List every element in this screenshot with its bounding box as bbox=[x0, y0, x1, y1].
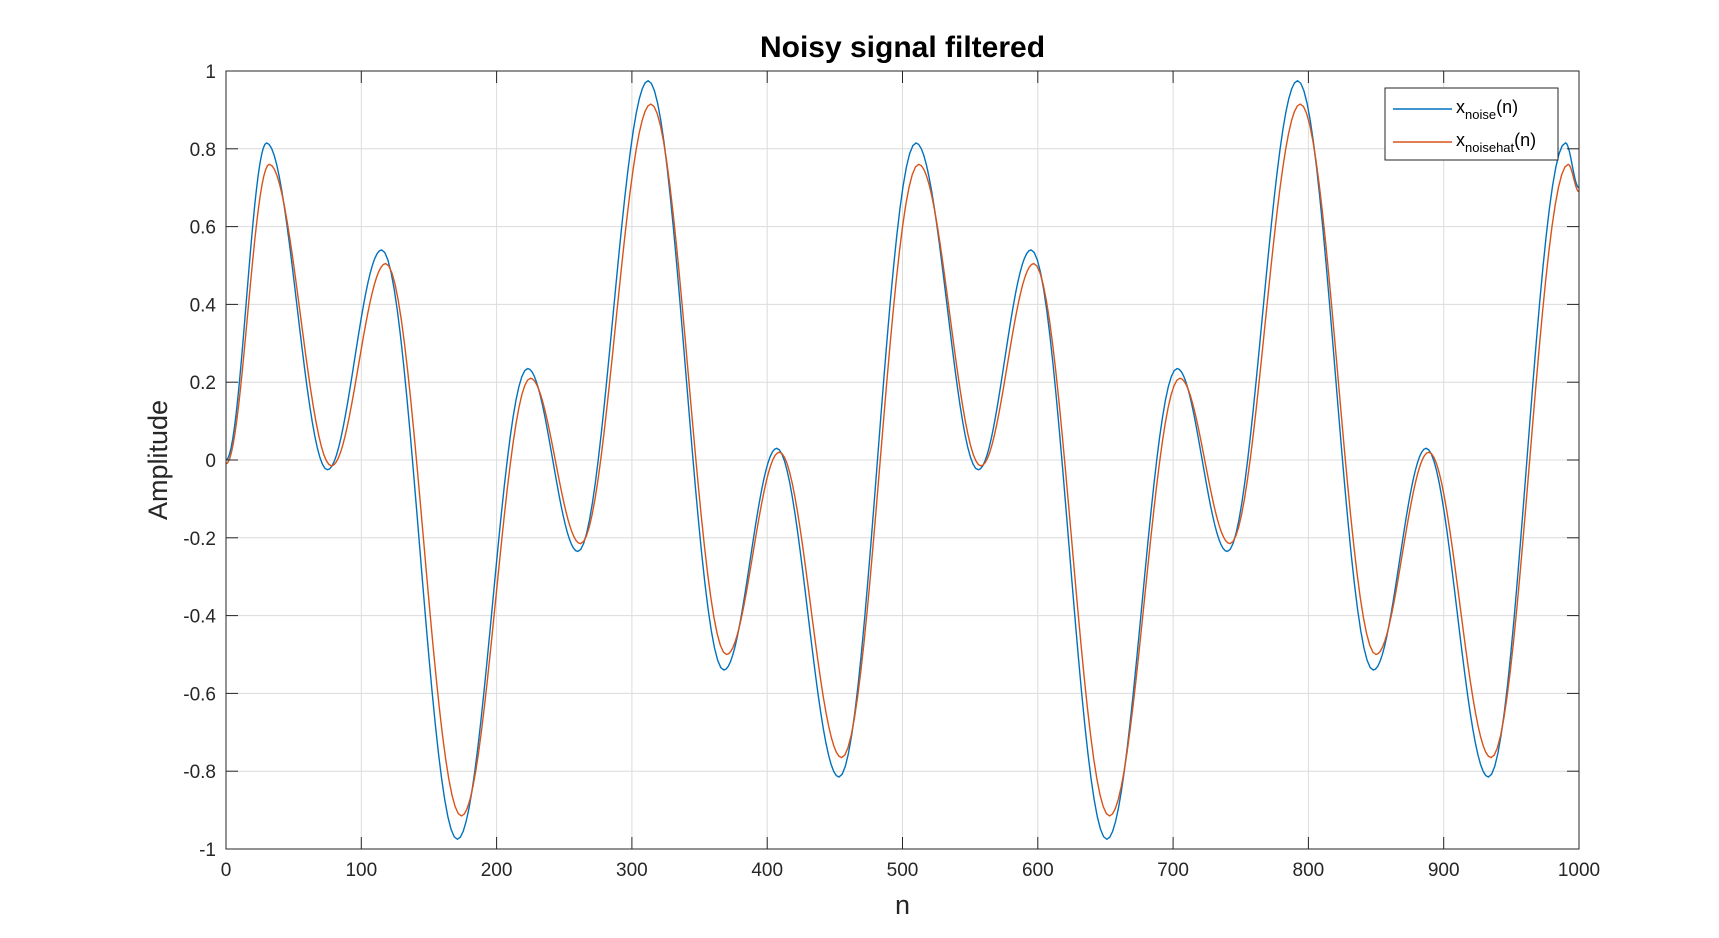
legend: xnoise(n) xnoisehat(n) bbox=[1384, 87, 1559, 161]
x-tick-label: 500 bbox=[887, 860, 919, 881]
y-tick-label: 0.4 bbox=[190, 295, 217, 316]
chart-title: Noisy signal filtered bbox=[760, 31, 1045, 64]
y-axis-label: Amplitude bbox=[143, 400, 173, 520]
series-lines bbox=[225, 79, 1580, 841]
legend-box bbox=[1384, 87, 1559, 161]
y-tick-label: 1 bbox=[205, 62, 216, 83]
y-tick-label: -0.2 bbox=[183, 529, 216, 550]
x-tick-label: 0 bbox=[221, 860, 232, 881]
y-tick-label: -0.4 bbox=[183, 607, 216, 628]
x-tick-label: 200 bbox=[481, 860, 513, 881]
x-tick-label: 300 bbox=[616, 860, 648, 881]
x-tick-label: 600 bbox=[1022, 860, 1054, 881]
x-tick-label: 400 bbox=[751, 860, 783, 881]
y-tick-label: 0.6 bbox=[190, 218, 216, 239]
x-tick-label: 800 bbox=[1293, 860, 1325, 881]
x-tick-label: 1000 bbox=[1558, 860, 1600, 881]
x-tick-label: 900 bbox=[1428, 860, 1460, 881]
y-tick-label: 0.2 bbox=[190, 373, 216, 394]
y-tick-label: -1 bbox=[199, 840, 216, 861]
series-line-xnoisehat bbox=[225, 103, 1580, 817]
axis-ticks: 0 100 200 300 400 500 600 700 800 900 1000 -1 -0.8 -0… bbox=[183, 62, 1600, 881]
x-tick-label: 700 bbox=[1157, 860, 1189, 881]
x-tick-label: 100 bbox=[345, 860, 377, 881]
y-tick-label: -0.6 bbox=[183, 684, 216, 705]
legend-entry-label: xnoise(n) bbox=[1456, 97, 1518, 122]
y-tick-label: 0 bbox=[205, 451, 216, 472]
legend-entry-label: xnoisehat(n) bbox=[1456, 130, 1536, 155]
y-tick-label: 0.8 bbox=[190, 140, 216, 161]
y-tick-label: -0.8 bbox=[183, 762, 216, 783]
x-axis-label: n bbox=[895, 890, 910, 920]
